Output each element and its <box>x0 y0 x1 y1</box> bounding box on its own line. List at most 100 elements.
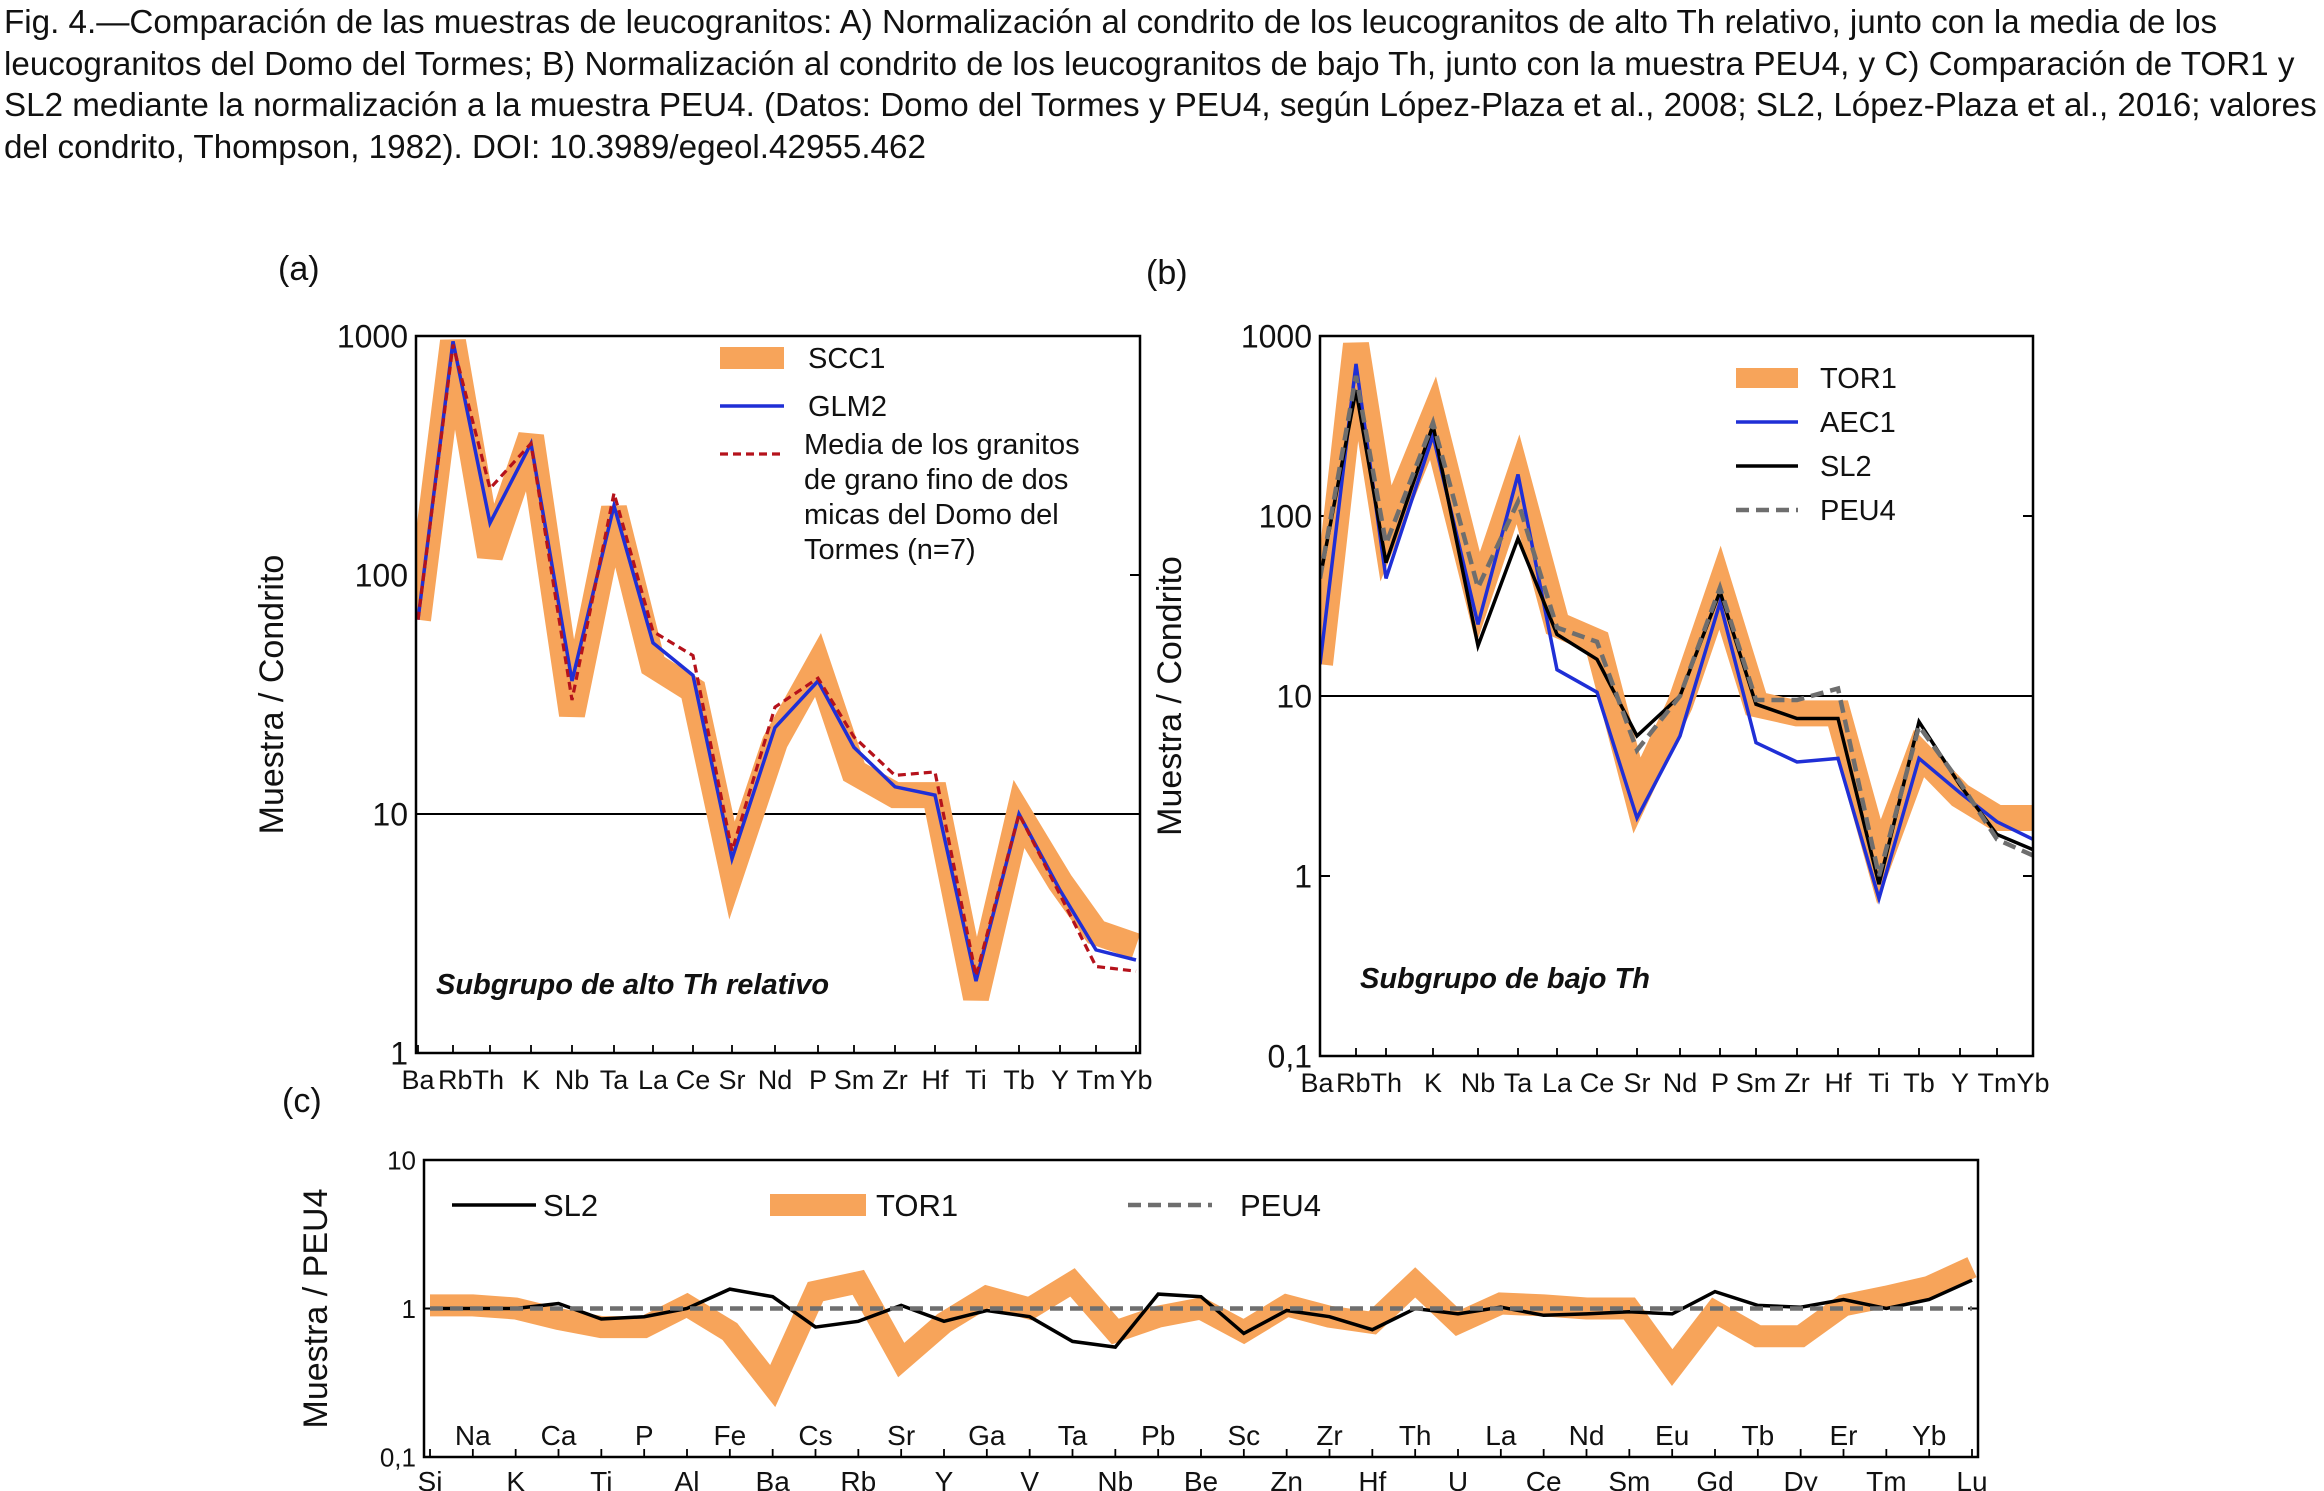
x-tick-label: Ce <box>1526 1466 1562 1491</box>
x-tick-label: Zn <box>1270 1466 1303 1491</box>
x-tick-label: P <box>1711 1068 1729 1098</box>
x-tick-label: Sc <box>1227 1420 1260 1451</box>
x-tick-label: Sr <box>1624 1068 1651 1098</box>
data-point <box>644 1308 645 1309</box>
x-tick-label: Hf <box>1358 1466 1386 1491</box>
x-tick-label: Ti <box>590 1466 612 1491</box>
x-tick-label: Eu <box>1655 1420 1689 1451</box>
x-tick-label: Zr <box>1784 1068 1809 1098</box>
panel-label: (a) <box>278 250 320 288</box>
series-line-aec1 <box>1320 363 2033 905</box>
x-tick-label: Nd <box>758 1065 793 1095</box>
x-tick-label: La <box>638 1065 669 1095</box>
series-line-tor1 <box>430 1257 1977 1408</box>
x-tick-label: Ca <box>541 1420 577 1451</box>
chart-annotation: Subgrupo de bajo Th <box>1360 963 1650 995</box>
x-tick-label: La <box>1542 1068 1573 1098</box>
legend-label: GLM2 <box>808 391 887 423</box>
x-tick-label: P <box>809 1065 827 1095</box>
x-tick-label: Sm <box>1608 1466 1650 1491</box>
data-point <box>1929 1308 1930 1309</box>
y-tick-label: 1000 <box>337 319 408 355</box>
x-tick-label: Nd <box>1663 1068 1698 1098</box>
x-tick-label: RbTh <box>438 1065 504 1095</box>
x-tick-label: Zr <box>882 1065 907 1095</box>
x-tick-label: Hf <box>1825 1068 1852 1098</box>
y-tick-label: 1 <box>390 1036 408 1072</box>
plot-area <box>430 1257 1977 1408</box>
x-tick-label: Ce <box>1580 1068 1615 1098</box>
x-tick-label: Be <box>1184 1466 1218 1491</box>
y-tick-label: 1 <box>402 1294 416 1324</box>
x-tick-label: V <box>1020 1466 1039 1491</box>
x-tick-label: Ta <box>600 1065 630 1095</box>
y-tick-label: 0,1 <box>1268 1039 1312 1075</box>
x-tick-label: Yb <box>1912 1420 1946 1451</box>
x-tick-label: Nb <box>1097 1466 1133 1491</box>
legend-label: SL2 <box>543 1188 598 1223</box>
y-tick-label: 10 <box>372 797 408 833</box>
x-tick-label: Tm <box>1077 1065 1116 1095</box>
x-tick-label: K <box>506 1466 525 1491</box>
x-tick-label: Ga <box>968 1420 1006 1451</box>
x-tick-label: Ba <box>1300 1068 1334 1098</box>
x-tick-label: Yb <box>2016 1068 2049 1098</box>
legend-label: PEU4 <box>1820 495 1896 527</box>
x-tick-label: RbTh <box>1336 1068 1402 1098</box>
legend-label: TOR1 <box>876 1188 958 1223</box>
x-tick-label: Tm <box>1866 1466 1906 1491</box>
x-tick-label: Y <box>935 1466 954 1491</box>
x-tick-label: Ta <box>1058 1420 1088 1451</box>
plot-frame <box>414 334 1142 1055</box>
x-tick-label: Nd <box>1569 1420 1605 1451</box>
x-tick-label: Tb <box>1741 1420 1774 1451</box>
y-tick-label: 0,1 <box>380 1442 416 1472</box>
panel-a-chart: (a) Muestra / Condrito 1 10 100 1000 Ba RbTh K Nb… <box>253 250 1153 1095</box>
x-tick-label: Tb <box>1003 1065 1035 1095</box>
x-tick-label: Tb <box>1903 1068 1935 1098</box>
series-line-peu4 <box>1320 375 2033 877</box>
x-tick-label: Pb <box>1141 1420 1175 1451</box>
series-line-media <box>416 344 1137 977</box>
x-tick-label: Na <box>455 1420 491 1451</box>
x-tick-label: Ba <box>401 1065 435 1095</box>
x-tick-label: Sr <box>887 1420 915 1451</box>
x-tick-label: P <box>635 1420 654 1451</box>
legend-label: Media de los granitos de grano fino de d… <box>804 429 1080 566</box>
plot-area <box>416 339 1140 1001</box>
x-tick-label: Ta <box>1504 1068 1534 1098</box>
x-tick-label: Lu <box>1956 1466 1987 1491</box>
x-tick-label: Th <box>1399 1420 1432 1451</box>
series-line-tor1 <box>1320 342 2033 905</box>
x-tick-label: Nb <box>1461 1068 1496 1098</box>
x-tick-label: Yb <box>1119 1065 1152 1095</box>
y-tick-label: 1 <box>1294 859 1312 895</box>
x-tick-label: U <box>1448 1466 1468 1491</box>
x-tick-label: Rb <box>840 1466 876 1491</box>
panel-b-chart: (b) Muestra / Condrito 0,1 1 10 100 1000 Ba RbTh… <box>1146 254 2050 1098</box>
x-tick-label: Zr <box>1316 1420 1342 1451</box>
plot-frame <box>422 1158 1980 1459</box>
x-tick-label: Sm <box>834 1065 875 1095</box>
y-axis-label: Muestra / Condrito <box>253 555 291 835</box>
x-tick-label: Sm <box>1736 1068 1777 1098</box>
y-tick-label: 10 <box>387 1145 416 1175</box>
data-point <box>934 771 935 772</box>
x-tick-label: K <box>1424 1068 1442 1098</box>
y-axis-label: Muestra / Condrito <box>1151 556 1189 836</box>
series-line-sl2 <box>430 1278 1973 1349</box>
legend-label: PEU4 <box>1240 1188 1321 1223</box>
legend-label: SCC1 <box>808 343 885 375</box>
y-tick-label: 100 <box>1259 499 1312 535</box>
legend-label: TOR1 <box>1820 363 1897 395</box>
x-tick-label: Er <box>1830 1420 1858 1451</box>
x-tick-label: Y <box>1051 1065 1069 1095</box>
x-tick-label: Ba <box>756 1466 791 1491</box>
panel-label: (b) <box>1146 254 1188 292</box>
x-tick-label: K <box>522 1065 540 1095</box>
x-tick-label: Cs <box>798 1420 832 1451</box>
y-tick-label: 1000 <box>1241 319 1312 355</box>
chart-annotation: Subgrupo de alto Th relativo <box>436 969 829 1001</box>
plot-area <box>1320 342 2033 905</box>
